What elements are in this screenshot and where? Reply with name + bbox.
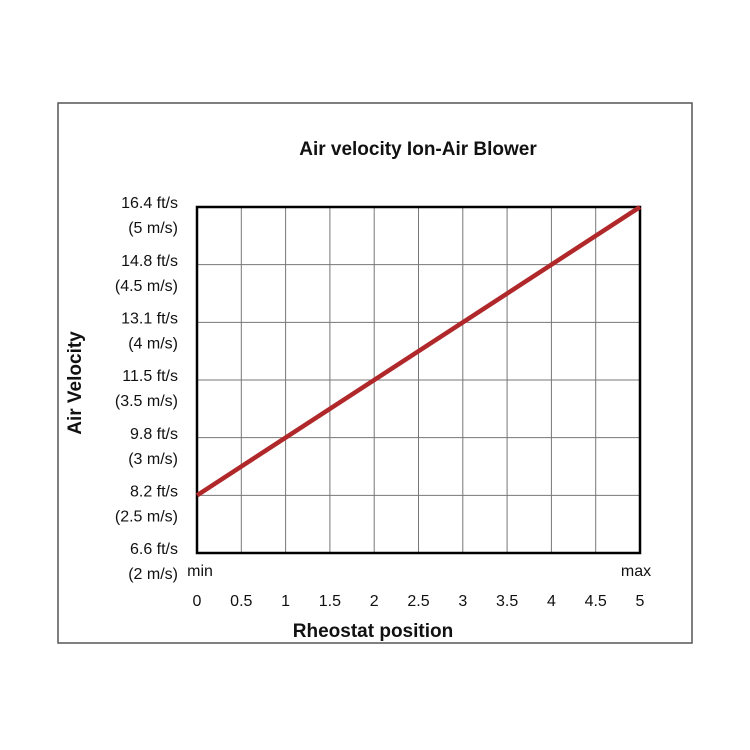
y-tick-label: (3 m/s) [128,451,178,468]
y-tick-label: 9.8 ft/s [130,426,178,443]
y-tick-label: (2.5 m/s) [115,509,178,526]
x-tick-label: 0.5 [230,593,252,610]
x-tick-label: 5 [636,593,645,610]
y-tick-label: 13.1 ft/s [121,311,178,328]
x-tick-label: 4.5 [585,593,607,610]
y-tick-label: (4.5 m/s) [115,278,178,295]
x-axis-label: Rheostat position [293,621,453,642]
y-tick-label: (2 m/s) [128,566,178,583]
x-tick-label: 3 [458,593,467,610]
x-tick-label: 4 [547,593,556,610]
annotation: min [187,563,213,580]
annotation: max [621,563,651,580]
y-axis-label: Air Velocity [65,331,86,435]
y-tick-label: 14.8 ft/s [121,253,178,270]
y-tick-label: 8.2 ft/s [130,484,178,501]
y-tick-label: 6.6 ft/s [130,541,178,558]
y-tick-label: 16.4 ft/s [121,195,178,212]
data-line [195,205,642,498]
y-tick-label: (5 m/s) [128,220,178,237]
chart-title: Air velocity Ion-Air Blower [299,139,537,160]
x-tick-label: 3.5 [496,593,518,610]
x-tick-label: 1 [281,593,290,610]
plot-border [195,205,642,555]
y-tick-label: (3.5 m/s) [115,393,178,410]
x-tick-label: 0 [193,593,202,610]
x-tick-label: 2.5 [407,593,429,610]
y-tick-label: 11.5 ft/s [122,368,178,385]
y-tick-label: (4 m/s) [128,336,178,353]
x-tick-label: 1.5 [319,593,341,610]
x-tick-label: 2 [370,593,379,610]
